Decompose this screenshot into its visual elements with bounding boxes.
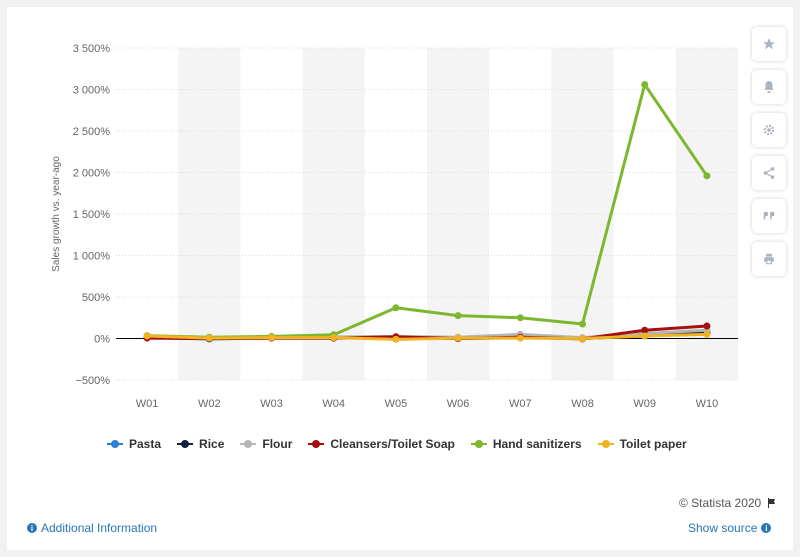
x-tick-label: W08: [571, 398, 594, 410]
y-tick-label: −500%: [75, 375, 110, 387]
legend-label: Cleansers/Toilet Soap: [330, 437, 455, 451]
legend-item[interactable]: Flour: [240, 437, 292, 451]
settings-button[interactable]: [752, 113, 786, 147]
y-tick-label: 3 500%: [73, 43, 111, 55]
legend-label: Flour: [262, 437, 293, 451]
data-point: [703, 330, 711, 338]
star-icon: [763, 38, 775, 50]
share-icon: [763, 167, 775, 179]
legend-swatch: [597, 438, 614, 450]
legend-item[interactable]: Cleansers/Toilet Soap: [308, 437, 455, 451]
legend-swatch-dot: [601, 440, 610, 448]
legend-item[interactable]: Rice: [177, 437, 224, 451]
legend-swatch: [177, 438, 194, 450]
print-icon: [764, 253, 774, 265]
legend-label: Pasta: [129, 437, 162, 451]
legend-swatch-dot: [312, 440, 321, 448]
x-tick-label: W04: [322, 398, 345, 410]
y-tick-label: 3 000%: [73, 85, 111, 97]
y-tick-label: 0%: [94, 334, 110, 346]
additional-information-link[interactable]: i Additional Information: [27, 521, 157, 535]
x-tick-label: W02: [198, 398, 221, 410]
legend-swatch-dot: [111, 440, 119, 448]
data-point: [205, 334, 213, 342]
legend-label: Hand sanitizers: [492, 437, 582, 451]
data-point: [516, 314, 524, 322]
data-point: [454, 312, 462, 320]
y-tick-label: 2 000%: [73, 168, 111, 180]
gear-icon: [763, 124, 775, 136]
y-tick-label: 2 500%: [73, 126, 111, 138]
x-tick-label: W05: [385, 398, 408, 410]
x-tick-label: W06: [447, 398, 470, 410]
data-point: [641, 81, 649, 89]
x-tick-label: W10: [696, 398, 719, 410]
notification-button[interactable]: [752, 70, 786, 104]
chart-card: −500% 0% 500% 1 000% 1 500% 2 000% 2 500% 3 000…: [7, 7, 793, 550]
series-line: [147, 332, 707, 341]
show-source-label: Show source: [688, 521, 758, 535]
quote-icon: [763, 211, 775, 220]
legend-swatch-dot: [474, 440, 483, 448]
legend-label: Rice: [199, 437, 225, 451]
legend-item[interactable]: Toilet paper: [597, 437, 687, 451]
legend-item[interactable]: Pasta: [107, 437, 161, 451]
data-point: [703, 322, 711, 330]
data-point: [579, 335, 586, 342]
favorite-button[interactable]: [752, 27, 786, 61]
data-point: [579, 320, 586, 328]
data-point: [268, 334, 275, 342]
x-tick-label: W03: [260, 398, 283, 410]
credit-text: © Statista 2020: [679, 496, 762, 510]
data-point: [330, 334, 338, 342]
show-source-link[interactable]: Show source i: [688, 521, 772, 535]
legend-swatch-dot: [181, 440, 190, 448]
additional-information-label: Additional Information: [41, 521, 158, 535]
sidebar-toolbar: [752, 27, 788, 285]
share-button[interactable]: [752, 156, 786, 190]
legend-swatch: [107, 438, 123, 450]
data-point: [392, 304, 400, 312]
flag-icon[interactable]: [766, 497, 778, 509]
x-tick-label: W07: [509, 398, 532, 410]
legend-swatch: [240, 438, 257, 450]
info-icon: i: [27, 523, 37, 533]
statista-credit: © Statista 2020: [679, 496, 778, 510]
x-tick-label: W09: [633, 398, 656, 410]
data-point: [516, 334, 524, 342]
bell-icon: [764, 81, 774, 93]
data-point: [641, 332, 649, 340]
info-icon: i: [761, 523, 772, 533]
data-point: [454, 334, 462, 342]
line-chart: −500% 0% 500% 1 000% 1 500% 2 000% 2 500% 3 000…: [51, 43, 738, 410]
cite-button[interactable]: [752, 199, 786, 233]
data-point: [703, 172, 711, 180]
print-button[interactable]: [752, 242, 786, 276]
legend-swatch: [470, 438, 487, 450]
data-point: [392, 335, 400, 343]
x-tick-label: W01: [136, 398, 159, 410]
y-tick-label: 500%: [82, 292, 110, 304]
legend-item[interactable]: Hand sanitizers: [470, 437, 582, 451]
y-tick-label: 1 000%: [73, 251, 111, 263]
chart-legend: Pasta Rice Flour Cleansers/Toilet Soap Hand …: [107, 437, 703, 451]
data-point: [143, 332, 151, 340]
data-point: [641, 326, 649, 334]
y-axis-title: Sales growth vs. year-ago: [51, 156, 62, 272]
legend-swatch: [308, 438, 325, 450]
legend-swatch-dot: [244, 440, 253, 448]
y-tick-label: 1 500%: [73, 209, 111, 221]
legend-label: Toilet paper: [619, 437, 687, 451]
